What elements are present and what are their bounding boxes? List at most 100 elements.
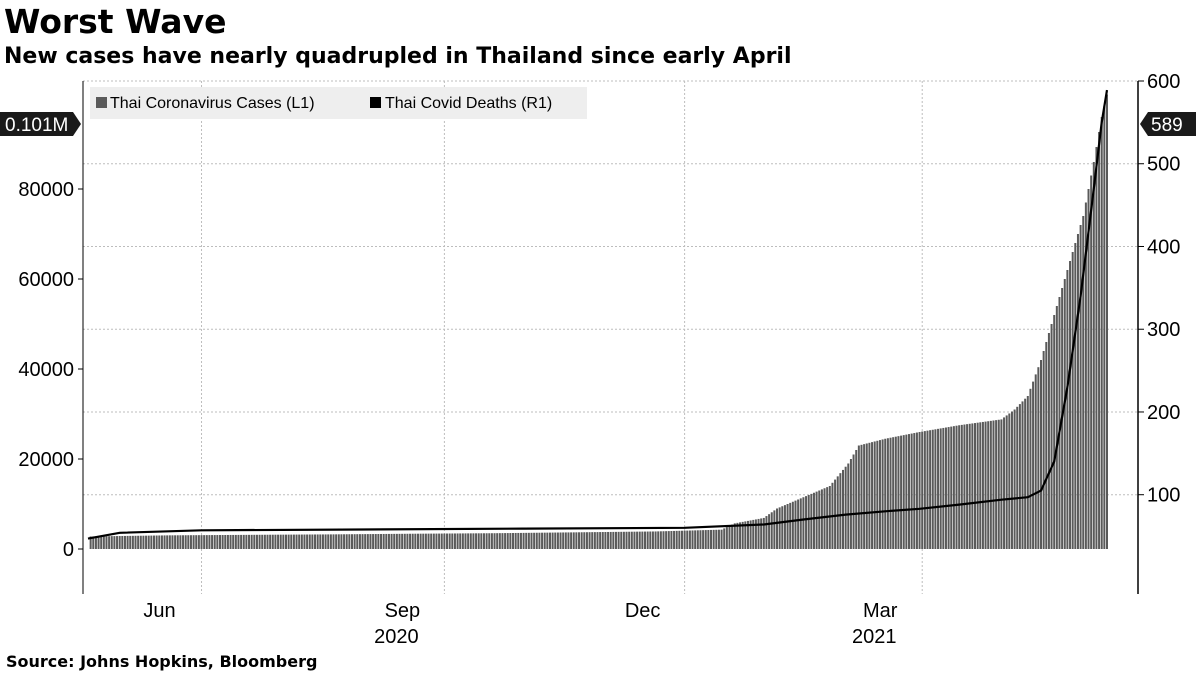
case-bar xyxy=(776,508,779,549)
case-bar xyxy=(1032,381,1035,549)
case-bar xyxy=(757,518,760,549)
case-bar xyxy=(139,535,142,549)
chart-canvas: 0 20000 40000 60000 80000 100 200 300 400 500 600 J… xyxy=(0,71,1196,648)
case-bar xyxy=(934,429,937,549)
case-bar xyxy=(752,519,755,549)
chart-title: Worst Wave xyxy=(4,2,227,41)
case-bar xyxy=(1047,333,1050,549)
case-bar xyxy=(950,426,953,549)
case-bar xyxy=(937,428,940,549)
case-bar xyxy=(596,532,599,549)
case-bar xyxy=(963,424,966,549)
case-bar xyxy=(197,535,200,549)
right-tick-label: 400 xyxy=(1147,236,1180,258)
case-bar xyxy=(765,516,768,549)
case-bar xyxy=(773,510,776,549)
case-bar xyxy=(121,535,124,549)
case-bar xyxy=(535,532,538,549)
case-bar xyxy=(116,536,119,549)
case-bar xyxy=(715,529,718,549)
case-bar xyxy=(398,533,401,549)
right-value-tag xyxy=(1140,112,1196,136)
case-bar xyxy=(1095,147,1098,549)
case-bar xyxy=(126,535,129,549)
case-bar xyxy=(601,532,604,549)
case-bar xyxy=(385,533,388,549)
case-bar xyxy=(651,531,654,549)
x-tick-label: Mar xyxy=(863,600,898,622)
case-bar xyxy=(604,532,607,549)
case-bar xyxy=(527,532,530,549)
case-bar xyxy=(865,443,868,549)
case-bar xyxy=(955,425,958,549)
case-bar xyxy=(343,534,346,549)
case-bar xyxy=(216,535,219,549)
case-bar xyxy=(1050,324,1053,549)
case-bar xyxy=(657,531,660,549)
case-bar xyxy=(448,533,451,549)
case-bar xyxy=(686,530,689,549)
case-bar xyxy=(316,534,319,549)
case-bar xyxy=(123,535,126,549)
case-bar xyxy=(380,533,383,549)
case-bar xyxy=(665,531,668,549)
case-bar xyxy=(559,532,562,549)
case-bar xyxy=(137,535,140,549)
case-bar xyxy=(768,514,771,549)
case-bar xyxy=(290,534,293,549)
case-bar xyxy=(556,532,559,549)
case-bar xyxy=(1084,202,1087,549)
case-bar xyxy=(493,533,496,549)
case-bar xyxy=(794,500,797,549)
case-bar xyxy=(997,419,1000,549)
case-bar xyxy=(533,532,536,549)
case-bar xyxy=(174,535,177,549)
case-bar xyxy=(649,531,652,549)
case-bar xyxy=(218,535,221,549)
case-bar xyxy=(485,533,488,549)
case-bar xyxy=(498,533,501,549)
case-bar xyxy=(237,534,240,549)
case-bar xyxy=(340,534,343,549)
case-bar xyxy=(733,523,736,549)
case-bar xyxy=(966,424,969,549)
case-bar xyxy=(834,479,837,549)
case-bar xyxy=(1082,216,1085,549)
case-bar xyxy=(1045,342,1048,549)
case-bar xyxy=(490,533,493,549)
legend-label-cases: Thai Coronavirus Cases (L1) xyxy=(110,95,315,112)
case-bar xyxy=(712,529,715,549)
case-bar xyxy=(554,532,557,549)
left-value-tag-label: 0.101M xyxy=(5,115,68,136)
case-bar xyxy=(176,535,179,549)
case-bar xyxy=(789,502,792,549)
case-bar xyxy=(263,534,266,549)
case-bar xyxy=(480,533,483,549)
case-bar xyxy=(337,534,340,549)
case-bar xyxy=(248,534,251,549)
case-bar xyxy=(321,534,324,549)
case-bar xyxy=(226,534,229,549)
case-bar xyxy=(873,441,876,549)
case-bar xyxy=(1042,351,1045,549)
case-bar xyxy=(1092,162,1095,549)
source-note: Source: Johns Hopkins, Bloomberg xyxy=(6,652,318,671)
case-bar xyxy=(1010,411,1013,549)
case-bar xyxy=(989,420,992,549)
case-bar xyxy=(366,534,369,549)
case-bar xyxy=(646,531,649,549)
right-tick-label: 500 xyxy=(1147,154,1180,176)
case-bar xyxy=(567,532,570,549)
case-bar xyxy=(868,442,871,549)
case-bar xyxy=(921,431,924,549)
x-year-label: 2021 xyxy=(852,626,897,648)
case-bar xyxy=(1066,270,1069,549)
case-bar xyxy=(585,532,588,549)
case-bar xyxy=(588,532,591,549)
case-bar xyxy=(131,535,134,549)
case-bar xyxy=(100,536,103,549)
x-tick-label: Dec xyxy=(625,600,661,622)
case-bar xyxy=(739,522,742,549)
case-bar xyxy=(271,534,274,549)
case-bar xyxy=(918,432,921,549)
